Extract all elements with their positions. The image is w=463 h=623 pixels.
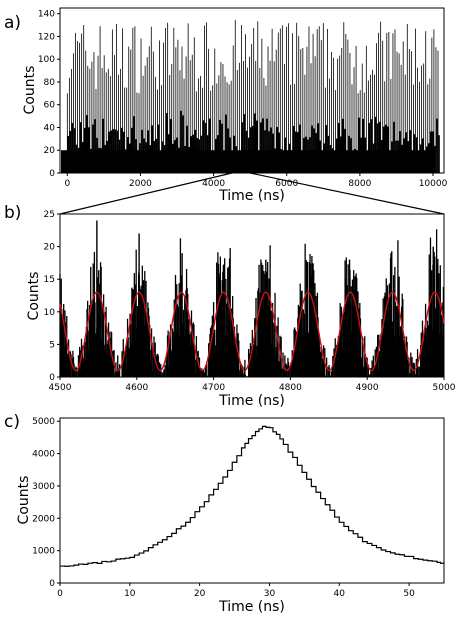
panel-a-x-axis-title: Time (ns) <box>218 188 285 204</box>
panel-c-x-axis-title: Time (ns) <box>218 599 285 615</box>
panel-c-chart: 0 10 20 30 40 50 0 1000 2000 3000 4000 5000 Time (… <box>16 417 445 615</box>
y-tick-label: 20 <box>44 243 56 253</box>
y-tick-label: 140 <box>38 10 55 20</box>
zoom-line-left <box>59 172 233 215</box>
x-tick-label: 6000 <box>275 179 298 189</box>
panel-c-plot-area <box>59 417 445 584</box>
y-tick-label: 0 <box>49 579 55 589</box>
x-tick-label: 0 <box>64 179 70 189</box>
panel-a-y-ticks: 0 20 40 60 80 100 120 140 <box>38 10 60 179</box>
x-tick-label: 4000 <box>202 179 225 189</box>
x-tick-label: 50 <box>403 589 415 599</box>
panel-b-y-axis-title: Counts <box>26 272 42 321</box>
panel-label-c: c) <box>4 412 20 432</box>
x-tick-label: 5000 <box>433 383 456 393</box>
panel-b-x-ticks: 4500 4600 4700 4800 4900 5000 <box>49 377 456 393</box>
panel-c-y-ticks: 0 1000 2000 3000 4000 5000 <box>32 417 60 589</box>
y-tick-label: 25 <box>44 210 55 220</box>
panel-b-chart: 4500 4600 4700 4800 4900 5000 0 5 10 15 20 25 Time… <box>26 210 456 409</box>
y-tick-label: 1000 <box>32 547 55 557</box>
x-tick-label: 30 <box>264 589 276 599</box>
y-tick-label: 4000 <box>32 450 55 460</box>
y-tick-label: 3000 <box>32 482 55 492</box>
y-tick-label: 100 <box>38 55 55 65</box>
y-tick-label: 20 <box>44 146 56 156</box>
panel-a-chart: 0 2000 4000 6000 8000 10000 0 20 40 60 80 100 120 14… <box>22 7 448 204</box>
x-tick-label: 10 <box>124 589 136 599</box>
x-tick-label: 4600 <box>125 383 148 393</box>
x-tick-label: 2000 <box>129 179 152 189</box>
x-tick-label: 10000 <box>419 179 448 189</box>
y-tick-label: 120 <box>38 32 55 42</box>
x-tick-label: 0 <box>57 589 63 599</box>
panel-a-bars <box>61 19 440 173</box>
x-tick-label: 4700 <box>202 383 225 393</box>
y-tick-label: 0 <box>49 373 55 383</box>
panel-label-a: a) <box>4 13 21 33</box>
x-tick-label: 4900 <box>356 383 379 393</box>
x-tick-label: 40 <box>334 589 346 599</box>
panel-b-x-axis-title: Time (ns) <box>218 393 285 409</box>
y-tick-label: 15 <box>44 275 55 285</box>
panel-b-bars <box>59 220 445 377</box>
panel-a-x-ticks: 0 2000 4000 6000 8000 10000 <box>64 173 448 189</box>
y-tick-label: 10 <box>44 308 56 318</box>
x-tick-label: 4800 <box>279 383 302 393</box>
panel-a-y-axis-title: Counts <box>22 66 38 115</box>
panel-label-b: b) <box>4 203 21 223</box>
y-tick-label: 2000 <box>32 514 55 524</box>
panel-c-y-axis-title: Counts <box>16 476 32 525</box>
zoom-connector <box>59 172 445 215</box>
x-tick-label: 4500 <box>49 383 72 393</box>
panel-b-fit-curve <box>59 291 445 372</box>
panel-b-y-ticks: 0 5 10 15 20 25 <box>44 210 60 383</box>
y-tick-label: 80 <box>44 78 56 88</box>
y-tick-label: 60 <box>44 101 56 111</box>
panel-a-baseline-band <box>61 150 435 173</box>
y-tick-label: 5 <box>49 340 55 350</box>
x-tick-label: 8000 <box>348 179 371 189</box>
panel-c-x-ticks: 0 10 20 30 40 50 <box>57 583 415 599</box>
zoom-line-right <box>250 172 445 215</box>
y-tick-label: 5000 <box>32 417 55 427</box>
panel-c-step-line <box>60 425 444 567</box>
x-tick-label: 20 <box>194 589 206 599</box>
y-tick-label: 0 <box>49 169 55 179</box>
y-tick-label: 40 <box>44 123 56 133</box>
